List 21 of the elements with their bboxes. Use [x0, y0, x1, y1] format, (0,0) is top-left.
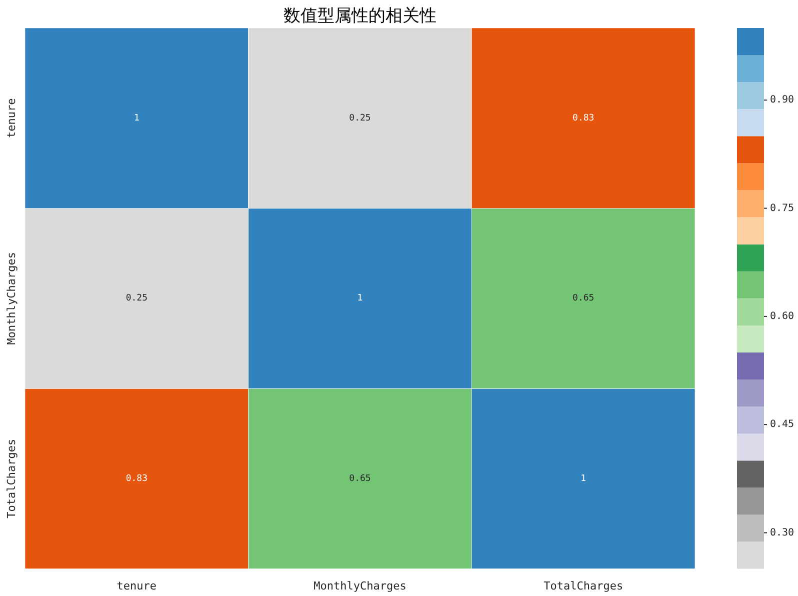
x-tick-label: MonthlyCharges [314, 579, 406, 592]
data-label: 0.83 [572, 113, 594, 124]
data-label: 0.83 [126, 474, 148, 484]
color-bar-label: 0.60 [770, 311, 794, 322]
data-label: 1 [580, 474, 586, 484]
color-bar-label: 0.75 [770, 202, 794, 214]
x-tick-label: TotalCharges [544, 579, 624, 592]
data-label: 0.25 [349, 113, 371, 124]
y-tick-label: MonthlyCharges [4, 252, 18, 345]
data-label: 0.65 [572, 294, 594, 304]
data-label: 1 [134, 113, 140, 124]
color-bar-label: 0.45 [770, 419, 794, 430]
data-label: 0.25 [126, 294, 148, 304]
y-tick-label: tenure [4, 98, 18, 138]
y-tick-label: TotalCharges [4, 438, 18, 518]
x-tick-label: tenure [116, 579, 157, 592]
data-label: 0.65 [349, 474, 371, 484]
color-bar-label: 0.30 [770, 527, 794, 538]
chart-title: 数值型属性的相关性 [282, 5, 438, 27]
data-label: 1 [357, 294, 363, 304]
color-bar-label: 0.90 [770, 94, 794, 106]
